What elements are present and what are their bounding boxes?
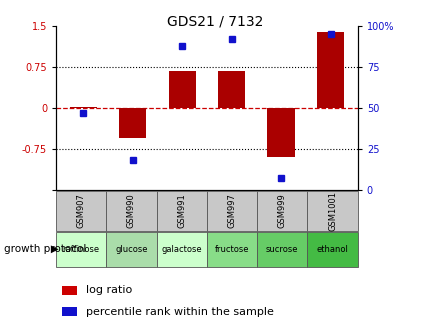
Text: GSM997: GSM997 <box>227 194 236 228</box>
Text: GSM999: GSM999 <box>277 194 286 228</box>
Text: fructose: fructose <box>214 245 249 254</box>
Bar <box>206 232 257 267</box>
Text: sucrose: sucrose <box>265 245 298 254</box>
Text: raffinose: raffinose <box>62 245 99 254</box>
Bar <box>267 108 294 157</box>
Text: percentile rank within the sample: percentile rank within the sample <box>86 306 273 317</box>
Bar <box>206 191 257 231</box>
Bar <box>119 108 146 138</box>
Bar <box>70 107 97 108</box>
Bar <box>156 191 206 231</box>
Text: galactose: galactose <box>161 245 202 254</box>
Bar <box>257 191 307 231</box>
Bar <box>218 71 245 108</box>
Bar <box>56 191 106 231</box>
Text: GSM991: GSM991 <box>177 194 186 228</box>
Bar <box>156 232 206 267</box>
Bar <box>316 32 343 108</box>
Bar <box>62 307 77 316</box>
Text: growth protocol: growth protocol <box>4 244 86 254</box>
Bar <box>106 191 156 231</box>
Text: GSM990: GSM990 <box>127 194 135 228</box>
Text: GSM1001: GSM1001 <box>327 191 336 231</box>
Polygon shape <box>51 245 58 253</box>
Text: ethanol: ethanol <box>316 245 348 254</box>
Text: GDS21 / 7132: GDS21 / 7132 <box>167 15 263 29</box>
Text: log ratio: log ratio <box>86 285 132 295</box>
Bar <box>307 191 357 231</box>
Bar <box>168 71 195 108</box>
Bar <box>56 232 106 267</box>
Bar <box>106 232 156 267</box>
Bar <box>62 285 77 295</box>
Bar <box>257 232 307 267</box>
Text: glucose: glucose <box>115 245 147 254</box>
Bar <box>307 232 357 267</box>
Text: GSM907: GSM907 <box>77 194 86 228</box>
